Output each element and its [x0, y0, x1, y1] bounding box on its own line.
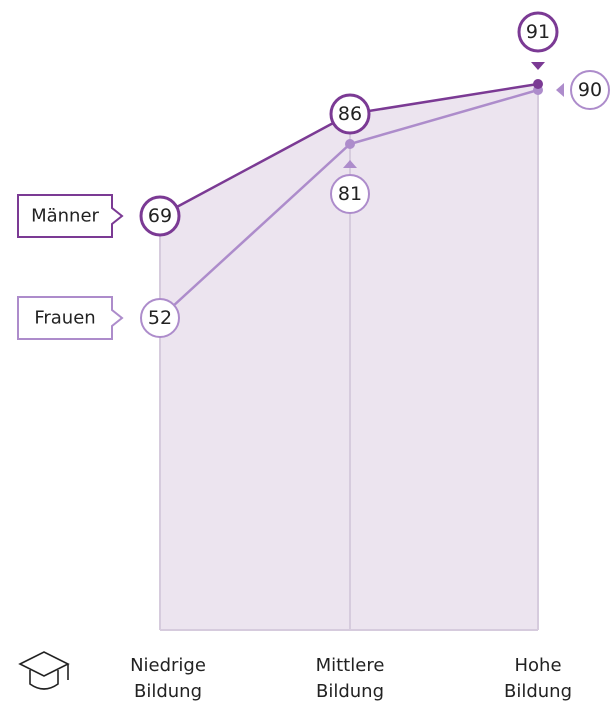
legend-label: Männer [31, 206, 99, 227]
value-label: 86 [338, 103, 362, 125]
value-label: 90 [578, 79, 602, 101]
pointer [556, 83, 564, 97]
value-badge [330, 174, 370, 214]
legend-tag [17, 296, 124, 340]
value-label: 91 [526, 21, 550, 43]
point [533, 79, 543, 89]
value-badge [140, 298, 180, 338]
value-badge [139, 195, 181, 237]
value-label: 81 [338, 183, 362, 205]
pointer [531, 62, 545, 70]
value-badge [329, 93, 371, 135]
value-badge [570, 70, 610, 110]
legend-label: Frauen [34, 308, 95, 329]
x-tick-label: Mittlere Bildung [315, 655, 385, 702]
value-label: 69 [148, 205, 172, 227]
x-tick-label: Niedrige Bildung [130, 655, 206, 702]
value-badge [517, 11, 559, 53]
cap-icon [18, 651, 70, 690]
pointer [343, 160, 357, 168]
point [345, 139, 355, 149]
x-tick-label: Hohe Bildung [503, 655, 573, 702]
value-label: 52 [148, 307, 172, 329]
legend-tag [17, 194, 124, 238]
